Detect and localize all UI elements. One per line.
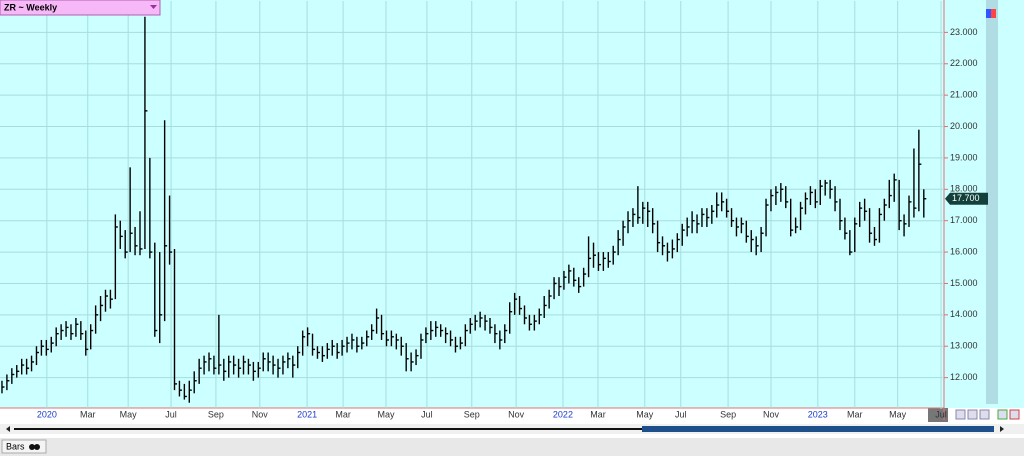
buy-icon[interactable]	[986, 9, 991, 18]
icon	[29, 444, 35, 450]
x-tick-label: May	[377, 409, 395, 419]
symbol-box[interactable]	[0, 0, 161, 16]
x-tick-label: Jul	[935, 409, 947, 419]
x-tick-label: May	[120, 409, 138, 419]
last-price-label: 17.700	[952, 193, 980, 203]
y-tick-label: 17.000	[950, 215, 978, 225]
y-tick-label: 13.000	[950, 341, 978, 351]
x-tick-label: Jul	[675, 409, 687, 419]
y-tick-label: 23.000	[950, 27, 978, 37]
x-tick-label: Mar	[335, 409, 351, 419]
x-tick-label: Mar	[847, 409, 863, 419]
date-axis-marker	[928, 408, 948, 422]
y-tick-label: 22.000	[950, 58, 978, 68]
x-tick-label: Nov	[252, 409, 269, 419]
sell-icon[interactable]	[991, 9, 996, 18]
status-bar	[0, 438, 1024, 456]
x-tick-label: 2020	[37, 409, 57, 419]
y-tick-label: 12.000	[950, 372, 978, 382]
chart-type-label: Bars	[6, 441, 25, 451]
y-tick-label: 14.000	[950, 309, 978, 319]
x-tick-label: Nov	[508, 409, 525, 419]
scroll-right[interactable]	[1000, 426, 1004, 432]
button[interactable]	[967, 409, 978, 420]
y-tick-label: 20.000	[950, 121, 978, 131]
x-tick-label: 2022	[553, 409, 573, 419]
y-tick-label: 19.000	[950, 152, 978, 162]
chart-title: ZR ~ Weekly	[4, 2, 57, 12]
chart-type-button[interactable]	[1, 439, 47, 454]
y-tick-label: 15.000	[950, 278, 978, 288]
button[interactable]	[997, 409, 1008, 420]
x-tick-label: Sep	[464, 409, 480, 419]
side-strip	[986, 0, 998, 404]
axis-buttons	[955, 409, 1020, 420]
marks: 12.000 13.000 14.000 15.000 16.000 17.000 18.0…	[0, 1, 988, 419]
x-tick-label: Mar	[80, 409, 96, 419]
button[interactable]	[955, 409, 966, 420]
x-tick-label: 2023	[808, 409, 828, 419]
y-tick-label: 16.000	[950, 246, 978, 256]
x-tick-label: Jul	[165, 409, 177, 419]
y-tick-label: 18.000	[950, 184, 978, 194]
x-tick-label: Nov	[763, 409, 780, 419]
last-price-pointer	[945, 192, 988, 205]
button[interactable]	[979, 409, 990, 420]
scroll-track	[14, 428, 994, 430]
scroll-left[interactable]	[6, 426, 10, 432]
button[interactable]	[1009, 409, 1020, 420]
x-tick-label: Sep	[720, 409, 736, 419]
x-tick-label: Mar	[590, 409, 606, 419]
dropdown-arrow[interactable]	[150, 5, 157, 9]
x-tick-label: Sep	[208, 409, 224, 419]
x-tick-label: May	[889, 409, 907, 419]
y-tick-label: 21.000	[950, 90, 978, 100]
icon	[34, 444, 40, 450]
date-axis-area	[0, 408, 1024, 422]
scroll-thumb[interactable]	[642, 426, 994, 432]
x-tick-label: May	[636, 409, 654, 419]
x-tick-label: Jul	[421, 409, 433, 419]
x-tick-label: 2021	[297, 409, 317, 419]
